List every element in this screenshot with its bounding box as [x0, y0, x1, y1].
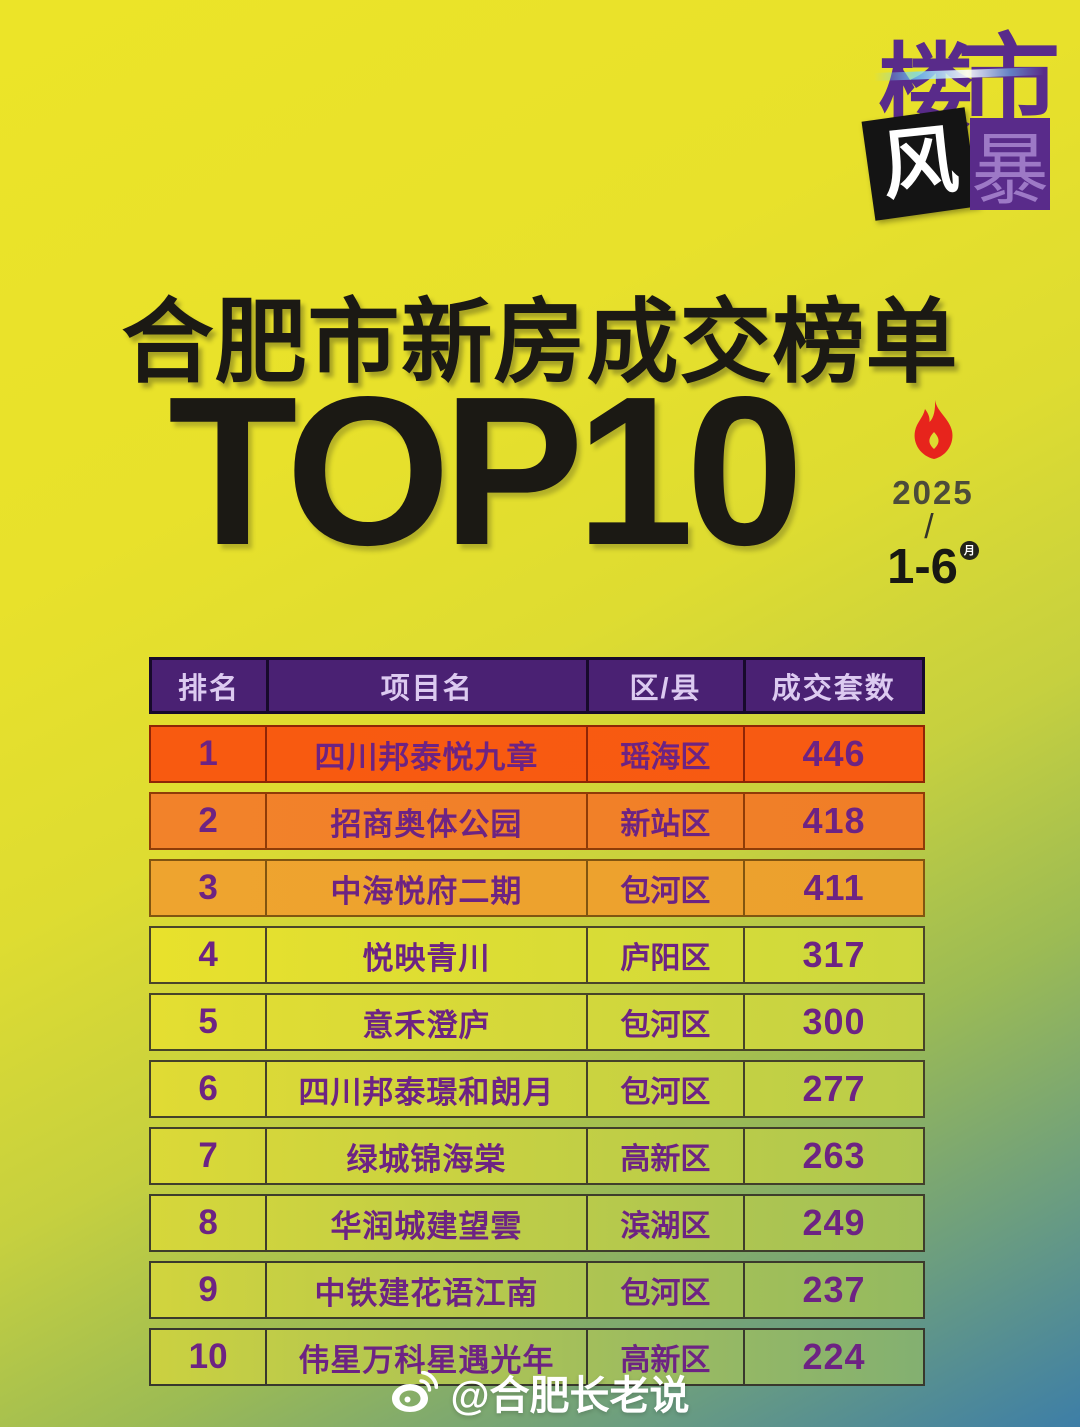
- top10-heading: TOP10: [168, 352, 804, 589]
- count-cell: 446: [743, 727, 923, 781]
- flame-icon: [914, 400, 953, 459]
- rank-cell: 7: [198, 1136, 218, 1175]
- table-row: 7 绿城锦海棠 高新区 263: [149, 1127, 925, 1185]
- table-row: 8 华润城建望雲 滨湖区 249: [149, 1194, 925, 1252]
- watermark: @合肥长老说: [0, 1363, 1080, 1421]
- project-name-cell: 中海悦府二期: [265, 861, 585, 915]
- date-slash: /: [924, 508, 934, 546]
- header-district: 区/县: [585, 660, 743, 711]
- district-cell: 高新区: [585, 1129, 743, 1183]
- rank-cell: 9: [198, 1270, 218, 1309]
- ranking-table: 排名 项目名 区/县 成交套数 1 四川邦泰悦九章 瑶海区 446 2 招商奥体…: [149, 657, 925, 1395]
- district-cell: 瑶海区: [585, 727, 743, 781]
- count-cell: 237: [743, 1263, 923, 1317]
- header-rank: 排名: [177, 672, 240, 705]
- district-cell: 庐阳区: [585, 928, 743, 982]
- weibo-handle: @合肥长老说: [450, 1374, 690, 1418]
- rank-cell: 3: [198, 868, 218, 907]
- rank-cell: 8: [198, 1203, 218, 1242]
- month-badge: 月: [959, 540, 979, 560]
- rank-cell: 10: [188, 1337, 228, 1376]
- table-row: 9 中铁建花语江南 包河区 237: [149, 1261, 925, 1319]
- district-cell: 高新区: [585, 1330, 743, 1384]
- project-name-cell: 招商奥体公园: [265, 794, 585, 848]
- table-row: 2 招商奥体公园 新站区 418: [149, 792, 925, 850]
- count-cell: 263: [743, 1129, 923, 1183]
- rank-cell: 5: [198, 1002, 218, 1041]
- count-cell: 411: [743, 861, 923, 915]
- date-block: 2025 / 1-6 月: [878, 398, 988, 592]
- loushi-fengbao-logo: 楼 市 风 暴: [861, 26, 1060, 221]
- header-count: 成交套数: [742, 660, 922, 711]
- logo-black-square: 风: [861, 107, 979, 221]
- table-row: 1 四川邦泰悦九章 瑶海区 446: [149, 725, 925, 783]
- count-cell: 224: [743, 1330, 923, 1384]
- district-cell: 包河区: [585, 1263, 743, 1317]
- logo-char-feng: 风: [877, 117, 963, 210]
- table-row: 6 四川邦泰璟和朗月 包河区 277: [149, 1060, 925, 1118]
- table-row: 4 悦映青川 庐阳区 317: [149, 926, 925, 984]
- project-name-cell: 意禾澄庐: [265, 995, 585, 1049]
- rank-cell: 4: [198, 935, 218, 974]
- project-name-cell: 中铁建花语江南: [265, 1263, 585, 1317]
- table-row: 5 意禾澄庐 包河区 300: [149, 993, 925, 1051]
- district-cell: 包河区: [585, 995, 743, 1049]
- header-name: 项目名: [265, 660, 586, 711]
- count-cell: 249: [743, 1196, 923, 1250]
- district-cell: 新站区: [585, 794, 743, 848]
- district-cell: 包河区: [585, 861, 743, 915]
- district-cell: 包河区: [585, 1062, 743, 1116]
- district-cell: 滨湖区: [585, 1196, 743, 1250]
- project-name-cell: 四川邦泰悦九章: [265, 727, 585, 781]
- date-year: 2025: [892, 474, 974, 511]
- logo-char-bao: 暴: [970, 126, 1049, 214]
- project-name-cell: 绿城锦海棠: [265, 1129, 585, 1183]
- project-name-cell: 悦映青川: [265, 928, 585, 982]
- table-header-row: 排名 项目名 区/县 成交套数: [149, 657, 925, 714]
- rank-cell: 1: [198, 734, 218, 773]
- weibo-icon: [392, 1371, 439, 1412]
- date-range: 1-6: [887, 539, 958, 594]
- count-cell: 277: [743, 1062, 923, 1116]
- page-title: 合肥市新房成交榜单: [121, 292, 959, 394]
- count-cell: 418: [743, 794, 923, 848]
- table-body: 1 四川邦泰悦九章 瑶海区 446 2 招商奥体公园 新站区 418 3 中海悦…: [149, 725, 925, 1386]
- logo-purple-tile: 暴: [970, 118, 1050, 214]
- table-row: 10 伟星万科星遇光年 高新区 224: [149, 1328, 925, 1386]
- project-name-cell: 华润城建望雲: [265, 1196, 585, 1250]
- rank-cell: 2: [198, 801, 218, 840]
- project-name-cell: 四川邦泰璟和朗月: [265, 1062, 585, 1116]
- count-cell: 317: [743, 928, 923, 982]
- logo-char-shi: 市: [958, 26, 1060, 140]
- rank-cell: 6: [198, 1069, 218, 1108]
- table-row: 3 中海悦府二期 包河区 411: [149, 859, 925, 917]
- count-cell: 300: [743, 995, 923, 1049]
